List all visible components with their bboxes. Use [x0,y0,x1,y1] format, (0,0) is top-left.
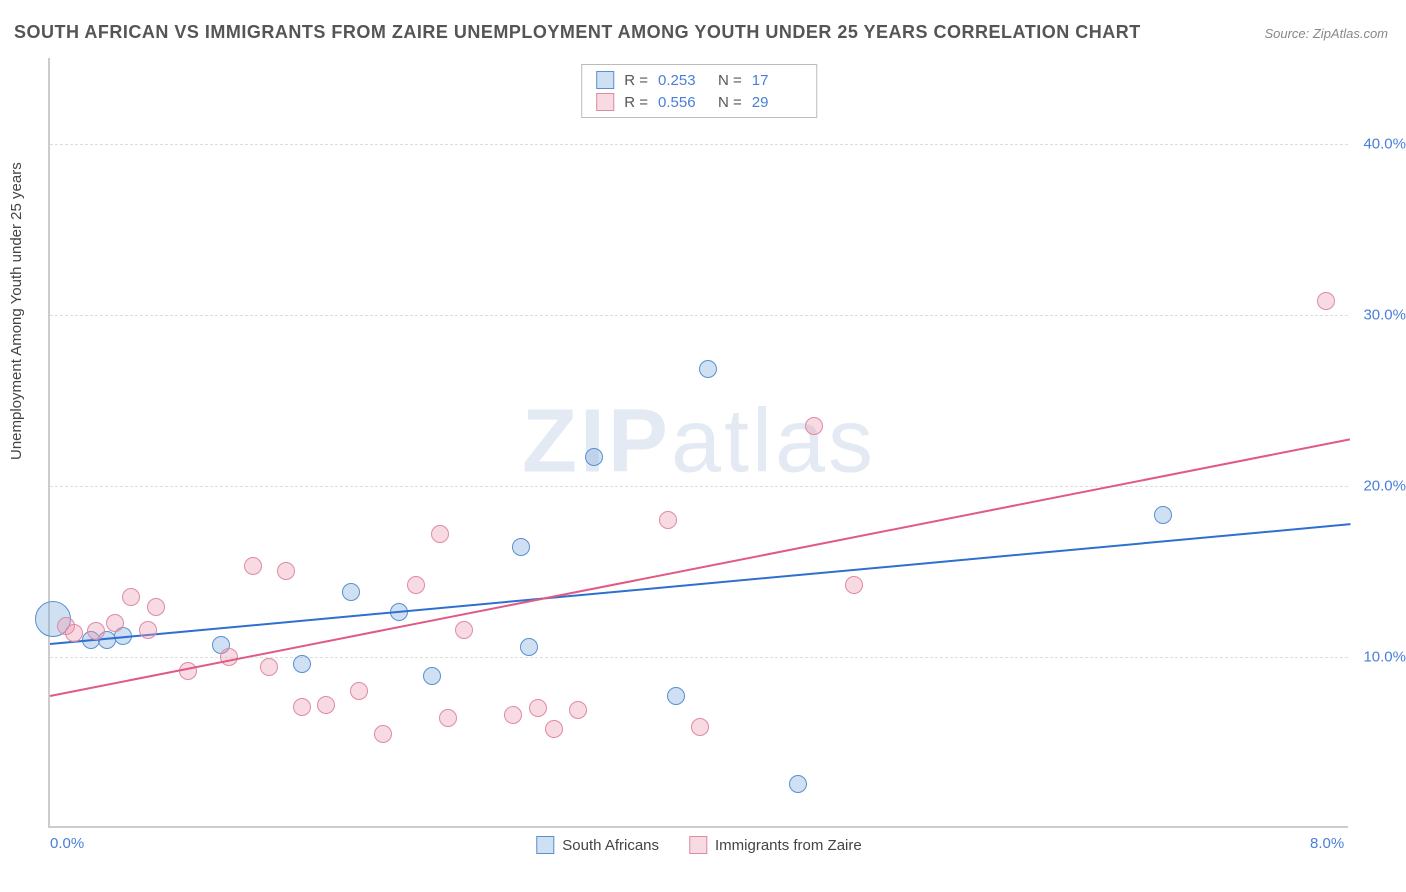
y-tick-label: 10.0% [1363,648,1406,665]
legend-series-label: South Africans [562,837,659,854]
legend-stat-row: R = 0.253 N = 17 [596,69,802,91]
grid-line [50,486,1348,487]
legend-series-item: Immigrants from Zaire [689,836,862,854]
data-point [1154,506,1172,524]
data-point [122,588,140,606]
legend-swatch [689,836,707,854]
y-tick-label: 30.0% [1363,306,1406,323]
data-point [529,699,547,717]
watermark-bold: ZIP [522,392,671,492]
data-point [293,655,311,673]
x-tick-label: 8.0% [1310,835,1344,852]
data-point [374,725,392,743]
plot-area: ZIPatlas R =0.253N =17R =0.556N =29 Sout… [48,58,1348,828]
r-label: R = [624,94,648,111]
y-axis-label: Unemployment Among Youth under 25 years [8,162,25,460]
x-tick-label: 0.0% [50,835,84,852]
data-point [293,698,311,716]
data-point [659,511,677,529]
n-value: 17 [752,72,802,89]
r-value: 0.556 [658,94,708,111]
source-attribution: Source: ZipAtlas.com [1264,26,1388,41]
data-point [805,417,823,435]
data-point [220,648,238,666]
legend-stats: R = 0.253 N = 17 R = 0.556 N = 29 [581,64,817,118]
data-point [139,621,157,639]
r-label: R = [624,72,648,89]
trend-line [50,523,1350,645]
n-label: N = [718,94,742,111]
n-value: 29 [752,94,802,111]
data-point [350,682,368,700]
legend-series-label: Immigrants from Zaire [715,837,862,854]
data-point [147,598,165,616]
data-point [691,718,709,736]
data-point [512,538,530,556]
data-point [699,360,717,378]
data-point [65,624,83,642]
data-point [1317,292,1335,310]
y-tick-label: 20.0% [1363,477,1406,494]
data-point [317,696,335,714]
legend-swatch [536,836,554,854]
data-point [585,448,603,466]
legend-swatch [596,93,614,111]
data-point [520,638,538,656]
data-point [260,658,278,676]
data-point [431,525,449,543]
data-point [667,687,685,705]
legend-swatch [596,71,614,89]
data-point [407,576,425,594]
legend-stat-row: R = 0.556 N = 29 [596,91,802,113]
r-value: 0.253 [658,72,708,89]
data-point [845,576,863,594]
data-point [545,720,563,738]
watermark-light: atlas [671,392,876,492]
watermark: ZIPatlas [522,391,876,494]
data-point [423,667,441,685]
data-point [789,775,807,793]
data-point [455,621,473,639]
data-point [87,622,105,640]
chart-title: SOUTH AFRICAN VS IMMIGRANTS FROM ZAIRE U… [14,22,1141,43]
data-point [439,709,457,727]
data-point [244,557,262,575]
data-point [569,701,587,719]
legend-series-item: South Africans [536,836,659,854]
data-point [277,562,295,580]
legend-series: South Africans Immigrants from Zaire [536,836,861,854]
data-point [342,583,360,601]
y-tick-label: 40.0% [1363,135,1406,152]
grid-line [50,144,1348,145]
data-point [504,706,522,724]
grid-line [50,315,1348,316]
n-label: N = [718,72,742,89]
data-point [106,614,124,632]
